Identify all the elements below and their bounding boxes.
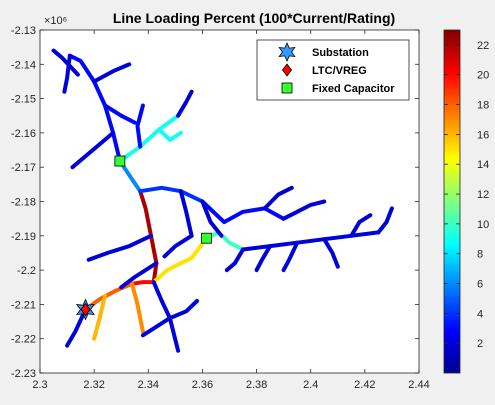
y-tick-label: -2.21 [11,299,36,311]
colorbar-tick-label: 20 [477,70,489,82]
x-tick-label: 2.42 [354,379,375,391]
colorbar-tick-label: 8 [477,249,483,261]
legend-label: Fixed Capacitor [312,83,395,95]
legend: Substation LTC/VREG Fixed Capacitor [257,40,409,100]
legend-label: Substation [312,47,369,59]
colorbar-tick-label: 6 [477,279,483,291]
legend-capacitor-icon [282,83,292,93]
y-tick-label: -2.23 [11,368,36,380]
x-tick-label: 2.44 [408,379,429,391]
y-tick-label: -2.22 [11,334,36,346]
legend-label: LTC/VREG [312,65,367,77]
y-tick-label: -2.18 [11,197,36,209]
x-tick-label: 2.3 [32,379,47,391]
y-tick-label: -2.17 [11,162,36,174]
colorbar [444,30,460,373]
colorbar-tick-label: 14 [477,159,489,171]
colorbar-tick-label: 18 [477,100,489,112]
y-tick-label: -2.15 [11,94,36,106]
capacitor-marker [115,156,125,166]
colorbar-tick-label: 22 [477,40,489,52]
colorbar-tick-label: 4 [477,308,483,320]
x-tick-label: 2.32 [83,379,104,391]
y-tick-label: -2.19 [11,231,36,243]
x-tick-label: 2.34 [138,379,159,391]
colorbar-tick-label: 2 [477,338,483,350]
chart-title: Line Loading Percent (100*Current/Rating… [113,10,395,26]
y-tick-label: -2.14 [11,59,36,71]
x-tick-label: 2.36 [192,379,213,391]
capacitor-marker [201,233,211,243]
network-edge [132,282,154,284]
x-tick-label: 2.38 [246,379,267,391]
y-tick-label: -2.2 [17,265,36,277]
y-tick-label: -2.16 [11,128,36,140]
colorbar-tick-label: 10 [477,219,489,231]
y-exponent-label: ×10⁶ [44,15,67,27]
colorbar-tick-label: 16 [477,129,489,141]
x-tick-label: 2.4 [303,379,318,391]
colorbar-tick-label: 12 [477,189,489,201]
y-tick-label: -2.13 [11,25,36,37]
